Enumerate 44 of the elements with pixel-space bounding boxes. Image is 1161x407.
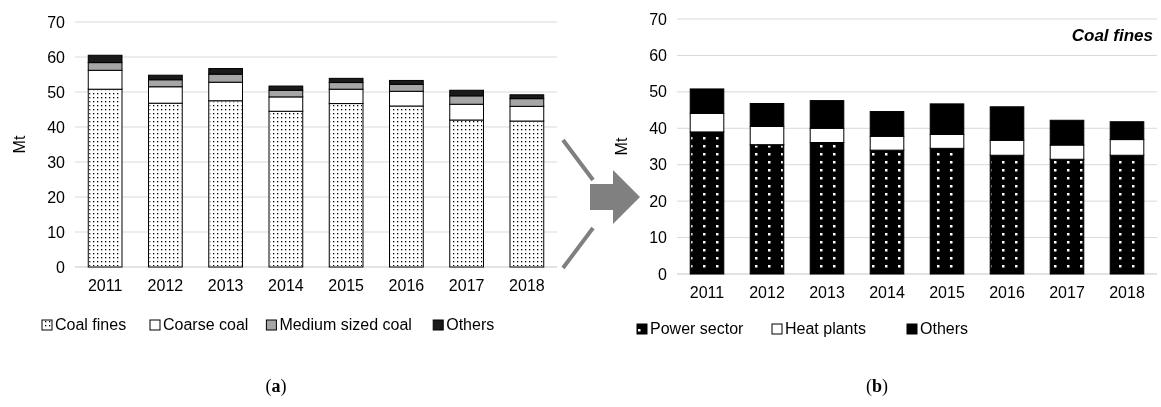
y-tick-label: 30 xyxy=(47,153,66,171)
legend-label: Others xyxy=(446,316,495,333)
chart-title: Coal fines xyxy=(1071,26,1153,45)
x-tick-label: 2017 xyxy=(448,277,485,294)
y-tick-label: 10 xyxy=(649,229,668,247)
y-tick-label: 50 xyxy=(47,83,66,101)
x-tick-label: 2012 xyxy=(147,277,184,294)
x-tick-label: 2014 xyxy=(268,277,304,294)
legend-label: Heat plants xyxy=(785,320,866,337)
y-axis-title: Mt xyxy=(11,135,28,154)
x-tick-label: 2015 xyxy=(328,277,365,294)
y-tick-label: 40 xyxy=(649,119,668,137)
x-tick-label: 2012 xyxy=(749,284,785,301)
x-tick-label: 2018 xyxy=(1109,284,1145,301)
x-tick-label: 2011 xyxy=(689,284,725,301)
y-tick-label: 20 xyxy=(47,188,66,206)
x-tick-label: 2011 xyxy=(87,277,123,294)
y-tick-label: 60 xyxy=(649,47,668,65)
y-axis-title: Mt xyxy=(613,137,630,156)
text: (b) xyxy=(865,376,889,397)
y-tick-label: 50 xyxy=(649,83,668,101)
y-tick-label: 0 xyxy=(658,265,668,283)
x-tick-label: 2014 xyxy=(869,284,905,301)
x-tick-label: 2017 xyxy=(1049,284,1085,301)
y-tick-label: 0 xyxy=(56,258,66,276)
y-tick-label: 70 xyxy=(47,13,66,31)
y-tick-label: 20 xyxy=(649,192,668,210)
x-tick-label: 2013 xyxy=(809,284,845,301)
x-tick-label: 2016 xyxy=(989,284,1025,301)
y-tick-label: 60 xyxy=(47,48,66,66)
legend-label: Coal fines xyxy=(55,316,127,333)
x-tick-label: 2013 xyxy=(207,277,244,294)
legend-label: Power sector xyxy=(650,320,745,337)
legend-label: Coarse coal xyxy=(163,316,249,333)
legend-label: Others xyxy=(920,320,969,337)
y-tick-label: 30 xyxy=(649,156,668,174)
x-tick-label: 2016 xyxy=(388,277,425,294)
x-tick-label: 2015 xyxy=(929,284,965,301)
y-tick-label: 10 xyxy=(47,223,66,241)
legend-label: Medium sized coal xyxy=(279,316,412,333)
x-tick-label: 2018 xyxy=(509,277,545,294)
y-tick-label: 70 xyxy=(649,10,668,28)
y-tick-label: 40 xyxy=(47,118,66,136)
text: (a) xyxy=(265,376,287,397)
